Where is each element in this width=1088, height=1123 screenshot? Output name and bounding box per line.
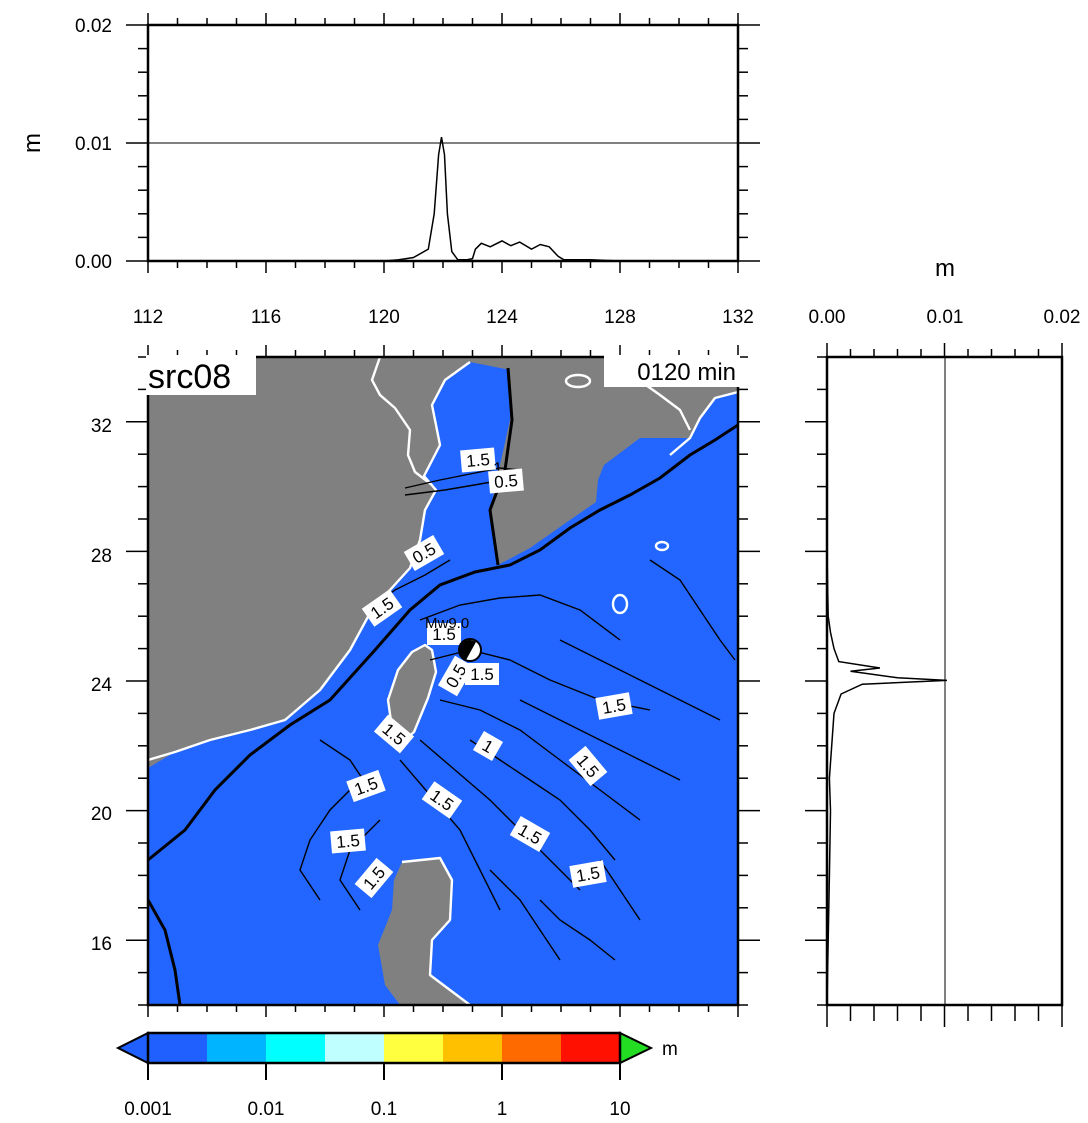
coastline-island xyxy=(611,593,629,615)
lat-tick-label: 28 xyxy=(91,546,112,567)
coastline-island xyxy=(654,540,670,552)
lon-tick-label: 124 xyxy=(486,307,518,328)
svg-text:1: 1 xyxy=(492,459,503,479)
contour-label: 0.5 xyxy=(488,468,524,494)
colorbar: 0.001 0.01 0.1 1 10 m xyxy=(115,1031,678,1120)
colorbar-ticks xyxy=(147,1063,621,1080)
source-label: src08 xyxy=(148,358,231,396)
right-profile-xtick-label: 0.02 xyxy=(1044,307,1081,328)
lat-tick-label: 20 xyxy=(91,804,112,825)
shelf-contour xyxy=(148,899,182,1005)
colorbar-segment xyxy=(207,1033,267,1063)
svg-text:1.5: 1.5 xyxy=(470,665,494,684)
contour-labels: 1.5 1 0.5 0.5 1.5 xyxy=(330,447,633,899)
contour-label: 1.5 xyxy=(460,447,496,473)
colorbar-segment xyxy=(325,1033,385,1063)
longitude-tick-labels: 112 116 120 124 128 132 xyxy=(133,307,754,328)
right-profile-line xyxy=(826,357,947,1006)
colorbar-segment xyxy=(148,1033,208,1063)
coastline-luzon xyxy=(401,856,471,1005)
colorbar-under-triangle xyxy=(115,1031,149,1065)
lon-tick-label: 128 xyxy=(604,307,636,328)
contour-label: 1.5 xyxy=(346,769,386,803)
colorbar-tick-label: 0.1 xyxy=(371,1099,397,1120)
colorbar-tick-label: 1 xyxy=(497,1099,508,1120)
lat-tick-label: 32 xyxy=(91,416,112,437)
lon-tick-label: 132 xyxy=(722,307,754,328)
epicenter-label: Mw9.0 xyxy=(425,615,469,632)
land-mainland xyxy=(148,357,738,768)
coastline-island xyxy=(564,373,592,389)
svg-text:1.5: 1.5 xyxy=(601,695,628,718)
top-profile-ytick-label: 0.01 xyxy=(75,134,112,155)
land-luzon xyxy=(378,858,470,1005)
right-profile-xlabel: m xyxy=(935,255,955,282)
contour-label: 1.5 xyxy=(427,623,461,645)
colorbar-tick-label: 10 xyxy=(609,1099,630,1120)
shelf-contour xyxy=(488,367,514,566)
contour-label: 1.5 xyxy=(569,860,607,888)
colorbar-tick-label: 0.001 xyxy=(124,1099,172,1120)
time-label-box xyxy=(604,355,740,387)
right-profile-xtick-label: 0.01 xyxy=(927,307,964,328)
contour-label: 1.5 xyxy=(330,828,366,854)
contour-label: 1 xyxy=(492,459,503,479)
top-profile-line xyxy=(148,136,738,262)
svg-text:1.5: 1.5 xyxy=(432,625,456,644)
top-profile-panel: 0.02 0.01 0.00 m xyxy=(19,13,760,273)
lon-tick-label: 112 xyxy=(133,307,163,328)
land-north-peninsula xyxy=(594,398,606,452)
right-profile-ticks xyxy=(805,343,1063,1027)
map-panel: 1.5 1 0.5 0.5 1.5 xyxy=(91,345,760,1017)
svg-text:1.5: 1.5 xyxy=(335,831,360,852)
coastline xyxy=(148,357,471,762)
top-profile-ylabel: m xyxy=(19,133,46,153)
lon-tick-label: 120 xyxy=(368,307,400,328)
colorbar-segment xyxy=(561,1033,621,1063)
colorbar-over-triangle xyxy=(619,1031,654,1065)
colorbar-segment xyxy=(443,1033,503,1063)
contour-label: 1.5 xyxy=(509,815,551,853)
colorbar-segment xyxy=(266,1033,326,1063)
contour-label: 1.5 xyxy=(465,663,499,685)
right-profile-xtick-label: 0.00 xyxy=(809,307,846,328)
colorbar-segment xyxy=(384,1033,444,1063)
svg-text:1.5: 1.5 xyxy=(575,863,602,886)
svg-text:0.5: 0.5 xyxy=(493,471,518,492)
lon-tick-label: 116 xyxy=(251,307,281,328)
contour-label: 1.5 xyxy=(595,692,633,720)
top-profile-ytick-label: 0.02 xyxy=(75,16,112,37)
contour-label: 1 xyxy=(472,730,504,762)
colorbar-unit: m xyxy=(662,1039,678,1060)
time-label: 0120 min xyxy=(637,359,736,386)
colorbar-tick-label: 0.01 xyxy=(248,1099,285,1120)
shelf-contour xyxy=(148,423,738,862)
right-profile-panel: 0.00 0.01 0.02 m xyxy=(805,255,1080,1027)
source-label-box xyxy=(146,355,256,395)
top-profile-ticks xyxy=(126,13,760,273)
top-profile-ytick-label: 0.00 xyxy=(75,252,112,273)
svg-text:1.5: 1.5 xyxy=(465,450,490,471)
lat-tick-label: 16 xyxy=(91,934,112,955)
lat-tick-label: 24 xyxy=(91,675,113,696)
colorbar-segment xyxy=(502,1033,562,1063)
epicenter-marker: Mw9.0 xyxy=(425,615,482,662)
